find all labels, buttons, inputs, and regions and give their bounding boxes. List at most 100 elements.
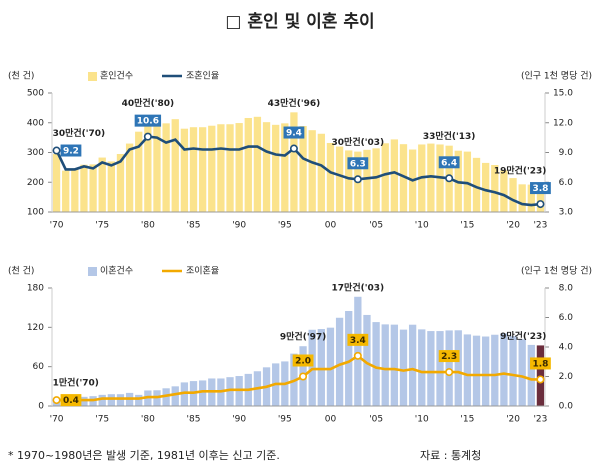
annotation: 40만건('80): [122, 97, 175, 109]
bar: [372, 322, 380, 406]
y-tick-label: 300: [27, 148, 44, 158]
point-marker: [52, 396, 61, 405]
bar: [62, 170, 70, 212]
value-label: 10.6: [137, 117, 159, 127]
bar: [198, 127, 207, 212]
bar: [290, 112, 298, 212]
bar: [363, 149, 371, 212]
bar: [500, 170, 508, 212]
bar: [518, 339, 526, 406]
annotation: 43만건('96): [268, 97, 321, 109]
bar: [107, 161, 115, 212]
y2-axis-label: (인구 1천 명당 건): [521, 266, 592, 277]
value-label: 6.3: [350, 159, 366, 169]
legend-swatch: [88, 72, 97, 81]
y-tick-label: 100: [27, 208, 44, 218]
annotation: 9만건('97): [280, 331, 326, 343]
legend-label: 이혼건수: [100, 265, 133, 277]
bar: [198, 380, 207, 406]
value-label: 2.0: [295, 357, 311, 367]
bar: [89, 164, 97, 212]
y-tick-label: 60: [33, 362, 45, 372]
point-marker: [299, 372, 308, 381]
bar: [491, 164, 499, 212]
y2-tick-label: 2.0: [559, 372, 574, 382]
x-tick-label: '20: [506, 221, 520, 231]
bar: [135, 131, 143, 212]
annotation: 17만건('03): [332, 281, 385, 293]
value-label-box: [283, 126, 305, 139]
value-label-box: [530, 182, 551, 195]
bar: [317, 133, 325, 212]
value-label: 9.4: [286, 129, 302, 139]
bar: [335, 146, 344, 212]
bar: [491, 334, 499, 406]
x-tick-label: '95: [278, 415, 292, 425]
x-tick-label: '90: [232, 221, 246, 231]
x-tick-label: '23: [533, 221, 547, 231]
x-tick-label: '85: [187, 221, 201, 231]
point-marker: [353, 351, 362, 360]
bar: [536, 184, 545, 212]
legend-label: 조이혼율: [186, 265, 219, 277]
point-marker: [143, 132, 152, 141]
bar: [217, 124, 225, 212]
x-tick-label: '90: [232, 415, 246, 425]
bar: [390, 324, 399, 406]
y2-axis-label: (인구 1천 명당 건): [521, 71, 592, 82]
bar: [80, 164, 88, 212]
value-label-box: [530, 357, 551, 370]
bar: [299, 126, 307, 212]
x-tick-label: 00: [325, 221, 337, 231]
bar: [381, 143, 389, 212]
bar: [482, 162, 490, 212]
annotation: 30만건('03): [332, 136, 385, 148]
bar: [272, 124, 280, 212]
annotation: 19만건('23): [494, 165, 547, 177]
bar: [399, 329, 408, 406]
value-label-box: [134, 114, 162, 127]
value-label: 0.4: [63, 396, 79, 406]
value-label-box: [347, 157, 369, 170]
bar: [244, 117, 252, 212]
bar: [527, 344, 535, 406]
bar: [125, 143, 134, 212]
bar: [98, 157, 106, 212]
bar: [408, 324, 417, 406]
x-tick-label: '05: [369, 415, 383, 425]
source: 자료 : 통계청: [420, 449, 481, 462]
bar: [253, 116, 262, 212]
line: [56, 354, 541, 402]
value-label-box: [347, 333, 369, 346]
x-tick-label: '75: [95, 221, 109, 231]
bar: [171, 386, 179, 406]
value-label: 6.4: [441, 158, 457, 168]
x-tick-label: '23: [533, 415, 547, 425]
x-tick-label: '85: [187, 415, 201, 425]
bar: [226, 377, 234, 406]
x-tick-label: '10: [415, 415, 429, 425]
y-tick-label: 200: [27, 178, 44, 188]
bar: [235, 123, 243, 212]
y2-tick-label: 12.0: [553, 118, 573, 128]
value-label-box: [438, 350, 460, 363]
bar: [107, 394, 115, 406]
point-marker: [445, 368, 454, 377]
bar: [399, 144, 408, 212]
value-label-box: [292, 354, 314, 367]
annotation: 33만건('13): [423, 130, 476, 142]
bar: [482, 336, 490, 406]
bar: [354, 296, 362, 406]
page-title: □ 혼인 및 이혼 추이: [225, 11, 374, 32]
bar: [436, 331, 444, 406]
bar: [144, 121, 152, 212]
x-tick-label: '20: [506, 415, 520, 425]
point-marker: [536, 200, 545, 209]
value-label-box: [60, 144, 82, 157]
bar: [116, 394, 125, 406]
bar: [98, 394, 106, 406]
line: [55, 135, 541, 207]
annotation: 30만건('70): [53, 127, 106, 139]
point-marker: [289, 144, 298, 153]
